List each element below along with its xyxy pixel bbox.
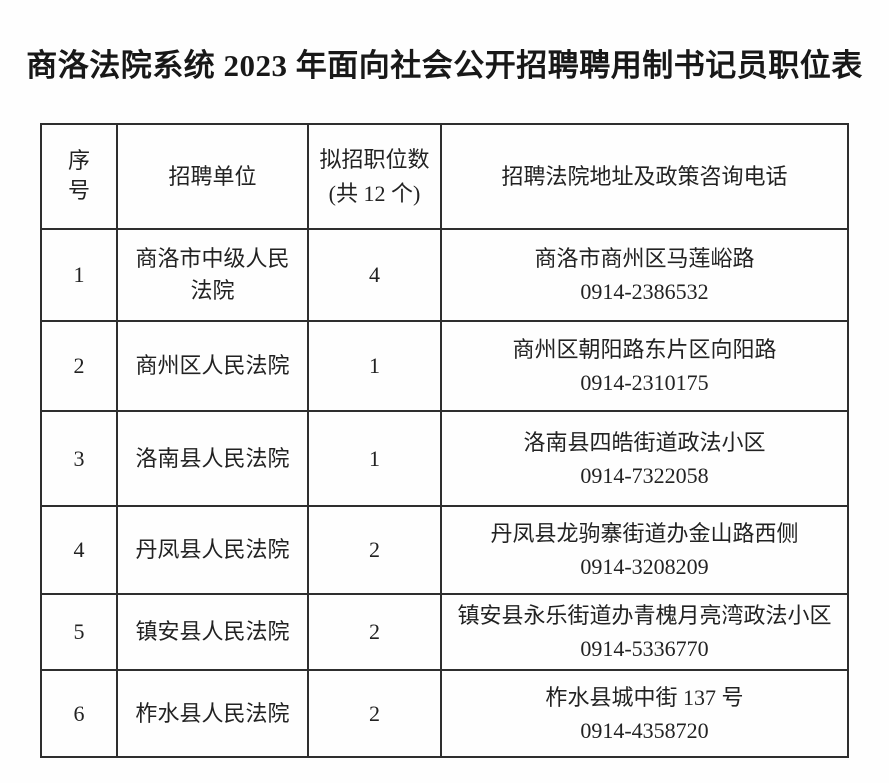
phone-text: 0914-3208209 <box>580 554 709 579</box>
phone-text: 0914-2386532 <box>580 279 709 304</box>
page-title: 商洛法院系统 2023 年面向社会公开招聘聘用制书记员职位表 <box>26 48 863 83</box>
header-positions-line1: 拟招职位数 <box>319 146 430 172</box>
table-row: 4 丹凤县人民法院 2 丹凤县龙驹寨街道办金山路西侧 0914-3208209 <box>40 505 849 595</box>
cell-contact: 商州区朝阳路东片区向阳路 0914-2310175 <box>440 320 849 412</box>
positions-table: 序号 招聘单位 拟招职位数 (共 12 个) 招聘法院地址及政策咨询电话 1 商… <box>40 123 849 758</box>
address-text: 镇安县永乐街道办青槐月亮湾政法小区 <box>457 603 832 628</box>
table-row: 6 柞水县人民法院 2 柞水县城中街 137 号 0914-4358720 <box>40 669 849 758</box>
phone-text: 0914-2310175 <box>580 370 709 395</box>
cell-seq: 6 <box>40 669 118 758</box>
cell-contact: 镇安县永乐街道办青槐月亮湾政法小区 0914-5336770 <box>440 593 849 671</box>
cell-positions: 1 <box>307 410 442 507</box>
header-unit: 招聘单位 <box>116 123 309 230</box>
table-row: 2 商州区人民法院 1 商州区朝阳路东片区向阳路 0914-2310175 <box>40 320 849 412</box>
cell-contact: 洛南县四皓街道政法小区 0914-7322058 <box>440 410 849 507</box>
header-seq-label: 序号 <box>67 148 90 203</box>
table-header-row: 序号 招聘单位 拟招职位数 (共 12 个) 招聘法院地址及政策咨询电话 <box>40 123 849 230</box>
header-contact: 招聘法院地址及政策咨询电话 <box>440 123 849 230</box>
cell-unit: 洛南县人民法院 <box>116 410 309 507</box>
address-text: 商洛市商州区马莲峪路 <box>534 246 755 271</box>
header-positions: 拟招职位数 (共 12 个) <box>307 123 442 230</box>
address-text: 丹凤县龙驹寨街道办金山路西侧 <box>490 521 799 546</box>
phone-text: 0914-7322058 <box>580 462 709 488</box>
phone-text: 0914-4358720 <box>580 717 709 743</box>
table-row: 3 洛南县人民法院 1 洛南县四皓街道政法小区 0914-7322058 <box>40 410 849 507</box>
cell-unit: 丹凤县人民法院 <box>116 505 309 595</box>
phone-text: 0914-5336770 <box>580 636 709 661</box>
cell-seq: 5 <box>40 593 118 671</box>
cell-unit: 商州区人民法院 <box>116 320 309 412</box>
address-text: 商州区朝阳路东片区向阳路 <box>512 337 777 362</box>
cell-positions: 1 <box>307 320 442 412</box>
table-row: 1 商洛市中级人民法院 4 商洛市商州区马莲峪路 0914-2386532 <box>40 228 849 322</box>
address-text: 柞水县城中街 137 号 <box>545 684 744 710</box>
cell-seq: 1 <box>40 228 118 322</box>
cell-contact: 柞水县城中街 137 号 0914-4358720 <box>440 669 849 758</box>
table-row: 5 镇安县人民法院 2 镇安县永乐街道办青槐月亮湾政法小区 0914-53367… <box>40 593 849 671</box>
cell-seq: 3 <box>40 410 118 507</box>
cell-unit: 商洛市中级人民法院 <box>116 228 309 322</box>
cell-unit: 柞水县人民法院 <box>116 669 309 758</box>
cell-unit: 镇安县人民法院 <box>116 593 309 671</box>
cell-positions: 2 <box>307 593 442 671</box>
cell-seq: 2 <box>40 320 118 412</box>
header-seq: 序号 <box>40 123 118 230</box>
header-positions-line2: (共 12 个) <box>328 180 421 206</box>
cell-positions: 2 <box>307 505 442 595</box>
cell-contact: 丹凤县龙驹寨街道办金山路西侧 0914-3208209 <box>440 505 849 595</box>
cell-contact: 商洛市商州区马莲峪路 0914-2386532 <box>440 228 849 322</box>
address-text: 洛南县四皓街道政法小区 <box>523 429 766 455</box>
cell-positions: 2 <box>307 669 442 758</box>
cell-seq: 4 <box>40 505 118 595</box>
cell-positions: 4 <box>307 228 442 322</box>
